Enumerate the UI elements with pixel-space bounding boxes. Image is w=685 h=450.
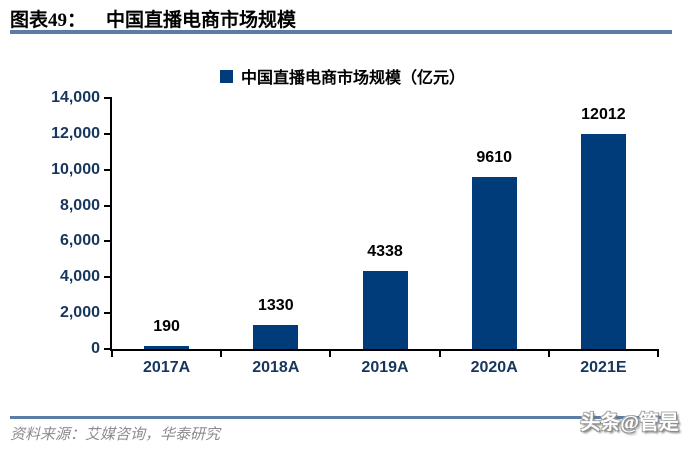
y-axis-tick xyxy=(104,132,112,135)
bar-2021E xyxy=(580,133,626,349)
y-axis-tick xyxy=(104,348,112,350)
x-axis-label-2019A: 2019A xyxy=(361,359,409,376)
x-axis-tick xyxy=(329,349,332,357)
x-axis-label-2017A: 2017A xyxy=(143,359,191,376)
bar-value-2018A: 1330 xyxy=(258,297,294,315)
footer-rule xyxy=(10,416,672,419)
x-axis-tick xyxy=(547,349,550,357)
x-axis-label-2018A: 2018A xyxy=(252,359,300,376)
bar-2019A xyxy=(362,271,408,349)
x-axis-tick xyxy=(438,349,441,357)
bar-value-2019A: 4338 xyxy=(367,243,403,261)
plot-area: 190 2017A 1330 2018A 4338 2019A 9610 2020A 12012… xyxy=(104,97,659,376)
x-axis-label-2021E: 2021E xyxy=(580,359,627,376)
legend-label: 中国直播电商市场规模（亿元） xyxy=(240,70,465,87)
y-axis-tick-label: 6,000 xyxy=(59,232,100,250)
source-note: 资料来源：艾媒咨询，华泰研究 xyxy=(10,427,221,443)
page-title: 图表49： 中国直播电商市场规模 xyxy=(10,5,296,32)
y-axis-tick-label: 4,000 xyxy=(59,268,100,286)
y-axis-tick xyxy=(104,312,112,315)
y-axis-tick-label: 10,000 xyxy=(51,160,100,178)
legend-swatch-icon xyxy=(219,69,233,83)
x-axis-tick xyxy=(111,349,113,357)
title-underline xyxy=(10,30,672,34)
figure-name: 中国直播电商市场规模 xyxy=(106,10,297,31)
bar-2018A xyxy=(253,325,299,349)
bar-2020A xyxy=(471,176,517,349)
bar-value-2020A: 9610 xyxy=(476,148,512,166)
y-axis-tick xyxy=(104,97,112,99)
bar-value-2017A: 190 xyxy=(153,317,180,335)
y-axis-tick xyxy=(104,240,112,243)
y-axis-tick xyxy=(104,168,112,171)
bar-2017A xyxy=(144,345,190,349)
chart-legend: 中国直播电商市场规模（亿元） xyxy=(0,64,685,88)
y-axis-labels: 0 2,000 4,000 6,000 8,000 10,000 12,000 14,000 xyxy=(0,89,100,357)
y-axis-tick-label: 8,000 xyxy=(59,196,100,214)
x-axis-label-2020A: 2020A xyxy=(470,359,518,376)
x-axis-tick xyxy=(657,349,659,357)
y-axis-tick xyxy=(104,276,112,279)
y-axis-tick-label: 12,000 xyxy=(51,124,100,142)
watermark: 头条@管是 xyxy=(580,412,679,434)
y-axis-tick-label: 0 xyxy=(91,340,100,357)
figure-label: 图表49： xyxy=(10,10,87,31)
y-axis-tick-label: 2,000 xyxy=(59,304,100,322)
y-axis-tick-label: 14,000 xyxy=(51,89,100,106)
bar-value-2021E: 12012 xyxy=(581,105,626,123)
y-axis-tick xyxy=(104,204,112,207)
x-axis-tick xyxy=(220,349,223,357)
